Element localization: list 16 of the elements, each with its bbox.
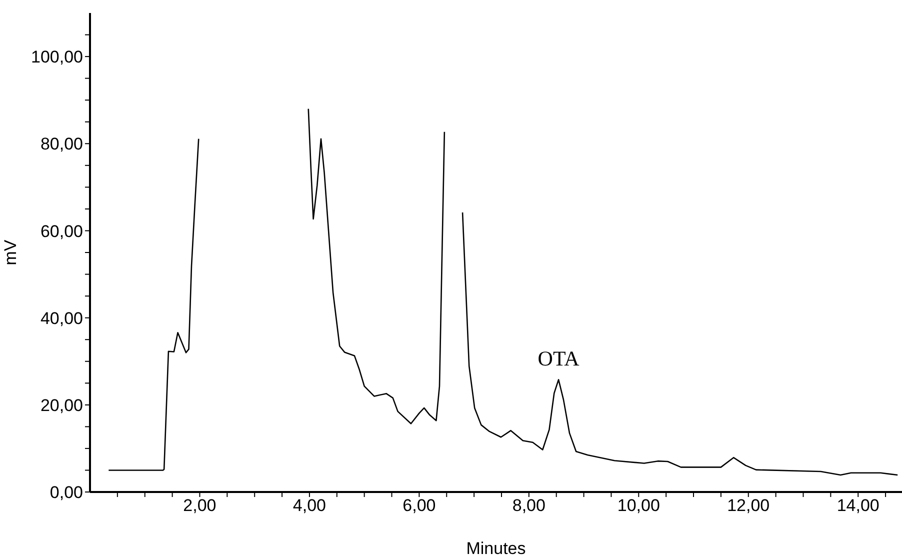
x-tick-label: 2,00: [183, 496, 216, 516]
y-tick-label: 20,00: [40, 396, 83, 415]
y-tick-label: 60,00: [40, 222, 83, 241]
x-tick-label: 12,00: [727, 496, 770, 516]
x-axis-title: Minutes: [466, 539, 526, 556]
y-tick-label: 40,00: [40, 308, 83, 328]
x-tick-label: 10,00: [617, 496, 660, 516]
x-tick-label: 4,00: [292, 496, 326, 516]
x-tick-label: 8,00: [512, 496, 546, 516]
y-axis-title: mV: [1, 239, 20, 266]
x-tick-label: 14,00: [836, 496, 880, 516]
y-tick-label: 80,00: [40, 134, 83, 154]
y-tick-label: 100,00: [31, 48, 83, 67]
y-tick-label: 0,00: [50, 483, 83, 502]
x-tick-label: 6,00: [402, 496, 436, 516]
annotation: OTA: [538, 346, 580, 371]
